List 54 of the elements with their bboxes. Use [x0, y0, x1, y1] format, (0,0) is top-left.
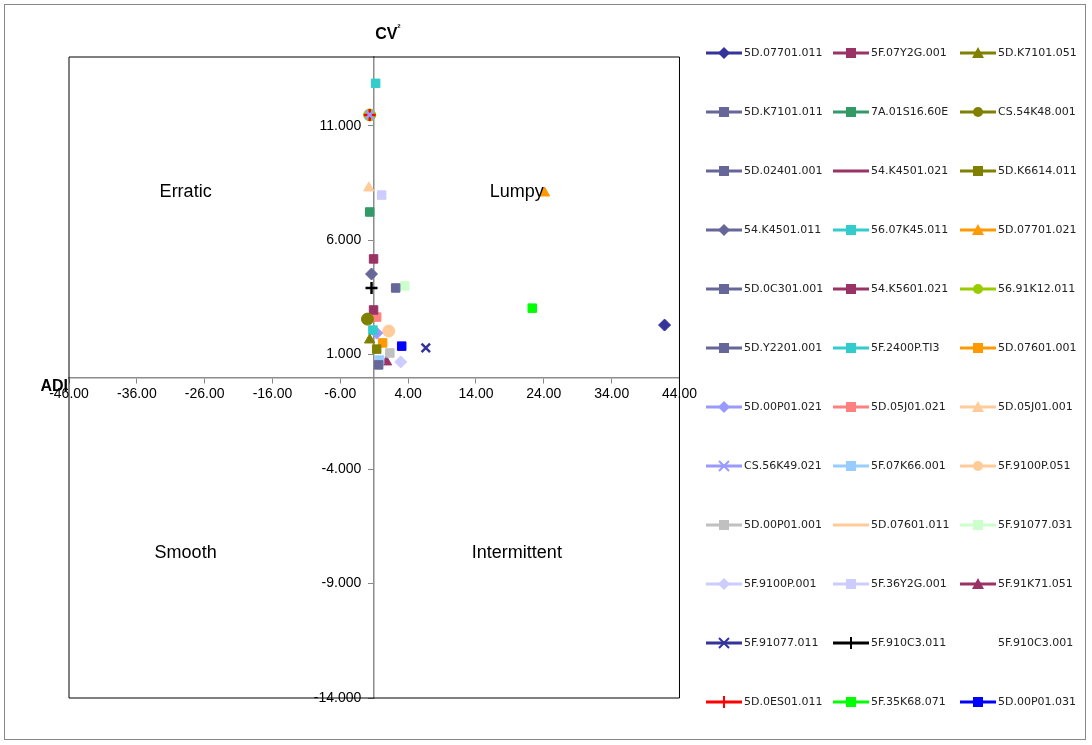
legend-label: 5D.05J01.021	[871, 399, 946, 415]
x-tick-label: 4.00	[394, 384, 422, 401]
legend-label: 56.07K45.011	[871, 222, 949, 238]
legend-label: 5D.07601.011	[871, 517, 950, 533]
y-tick-label: -14.000	[313, 688, 362, 705]
legend-label: 5D.00P01.031	[998, 694, 1077, 710]
legend-label: 5D.Y2201.001	[744, 340, 823, 356]
legend-label: 54.K4501.011	[744, 222, 822, 238]
annotation: Intermittent	[471, 541, 562, 562]
legend-label: 5F.9100P.051	[998, 458, 1071, 474]
legend-label: 5F.91077.011	[744, 635, 819, 651]
annotation: Erratic	[159, 181, 212, 202]
legend-label: 5D.0C301.001	[744, 281, 824, 297]
y-tick-label: 6.000	[326, 231, 362, 247]
legend-label: 5F.910C3.011	[871, 635, 947, 651]
legend-label: 5D.07701.021	[998, 222, 1077, 238]
legend-label: 5D.00P01.001	[744, 517, 823, 533]
legend-label: 54.K5601.021	[871, 281, 949, 297]
annotation: Lumpy	[489, 181, 544, 202]
annotation: Smooth	[154, 541, 217, 562]
legend-label: CS.56K49.021	[744, 458, 822, 474]
legend-label: 5F.2400P.TI3	[871, 340, 940, 356]
legend-label: 5F.07Y2G.001	[871, 45, 947, 61]
text: 5F.910C3.001	[998, 635, 1074, 651]
legend-label: 5F.36Y2G.001	[871, 576, 947, 592]
legend-label: 5D.0ES01.011	[744, 694, 823, 710]
x-tick-label: 34.00	[594, 384, 630, 401]
y-tick-label: -9.000	[321, 574, 362, 591]
y-tick-label: 1.000	[326, 345, 362, 362]
x-tick-label: -36.00	[116, 384, 157, 401]
x-tick-label: -16.00	[252, 384, 293, 401]
legend-label: 5D.02401.001	[744, 163, 823, 179]
y-tick-label: 11.000	[319, 116, 362, 133]
legend-label: 5F.35K68.071	[871, 694, 946, 710]
x-tick-label: -6.00	[324, 384, 357, 401]
legend-label: 5F.07K66.001	[871, 458, 946, 474]
legend-label: 5F.9100P.001	[744, 576, 817, 592]
legend-label: CS.54K48.001	[998, 104, 1076, 120]
legend-label: 56.91K12.011	[998, 281, 1076, 297]
legend-label: 5D.05J01.001	[998, 399, 1073, 415]
legend-label: 54.K4501.021	[871, 163, 949, 179]
x-tick-label: 24.00	[526, 384, 562, 401]
legend-label: 5D.K6614.011	[998, 163, 1077, 179]
legend-label: 7A.01S16.60E	[871, 104, 949, 120]
y-tick-label: -4.000	[321, 459, 362, 476]
x-tick-label: 14.00	[458, 384, 494, 401]
legend-label: 5F.91K71.051	[998, 576, 1073, 592]
legend-label: 5D.K7101.051	[998, 45, 1077, 61]
legend-label: 5D.K7101.011	[744, 104, 823, 120]
x-tick-label: -26.00	[184, 384, 225, 401]
legend-label: 5D.07701.011	[744, 45, 823, 61]
legend-label: 5D.00P01.021	[744, 399, 823, 415]
legend-label: 5D.07601.001	[998, 340, 1077, 356]
legend-label: 5F.91077.031	[998, 517, 1073, 533]
